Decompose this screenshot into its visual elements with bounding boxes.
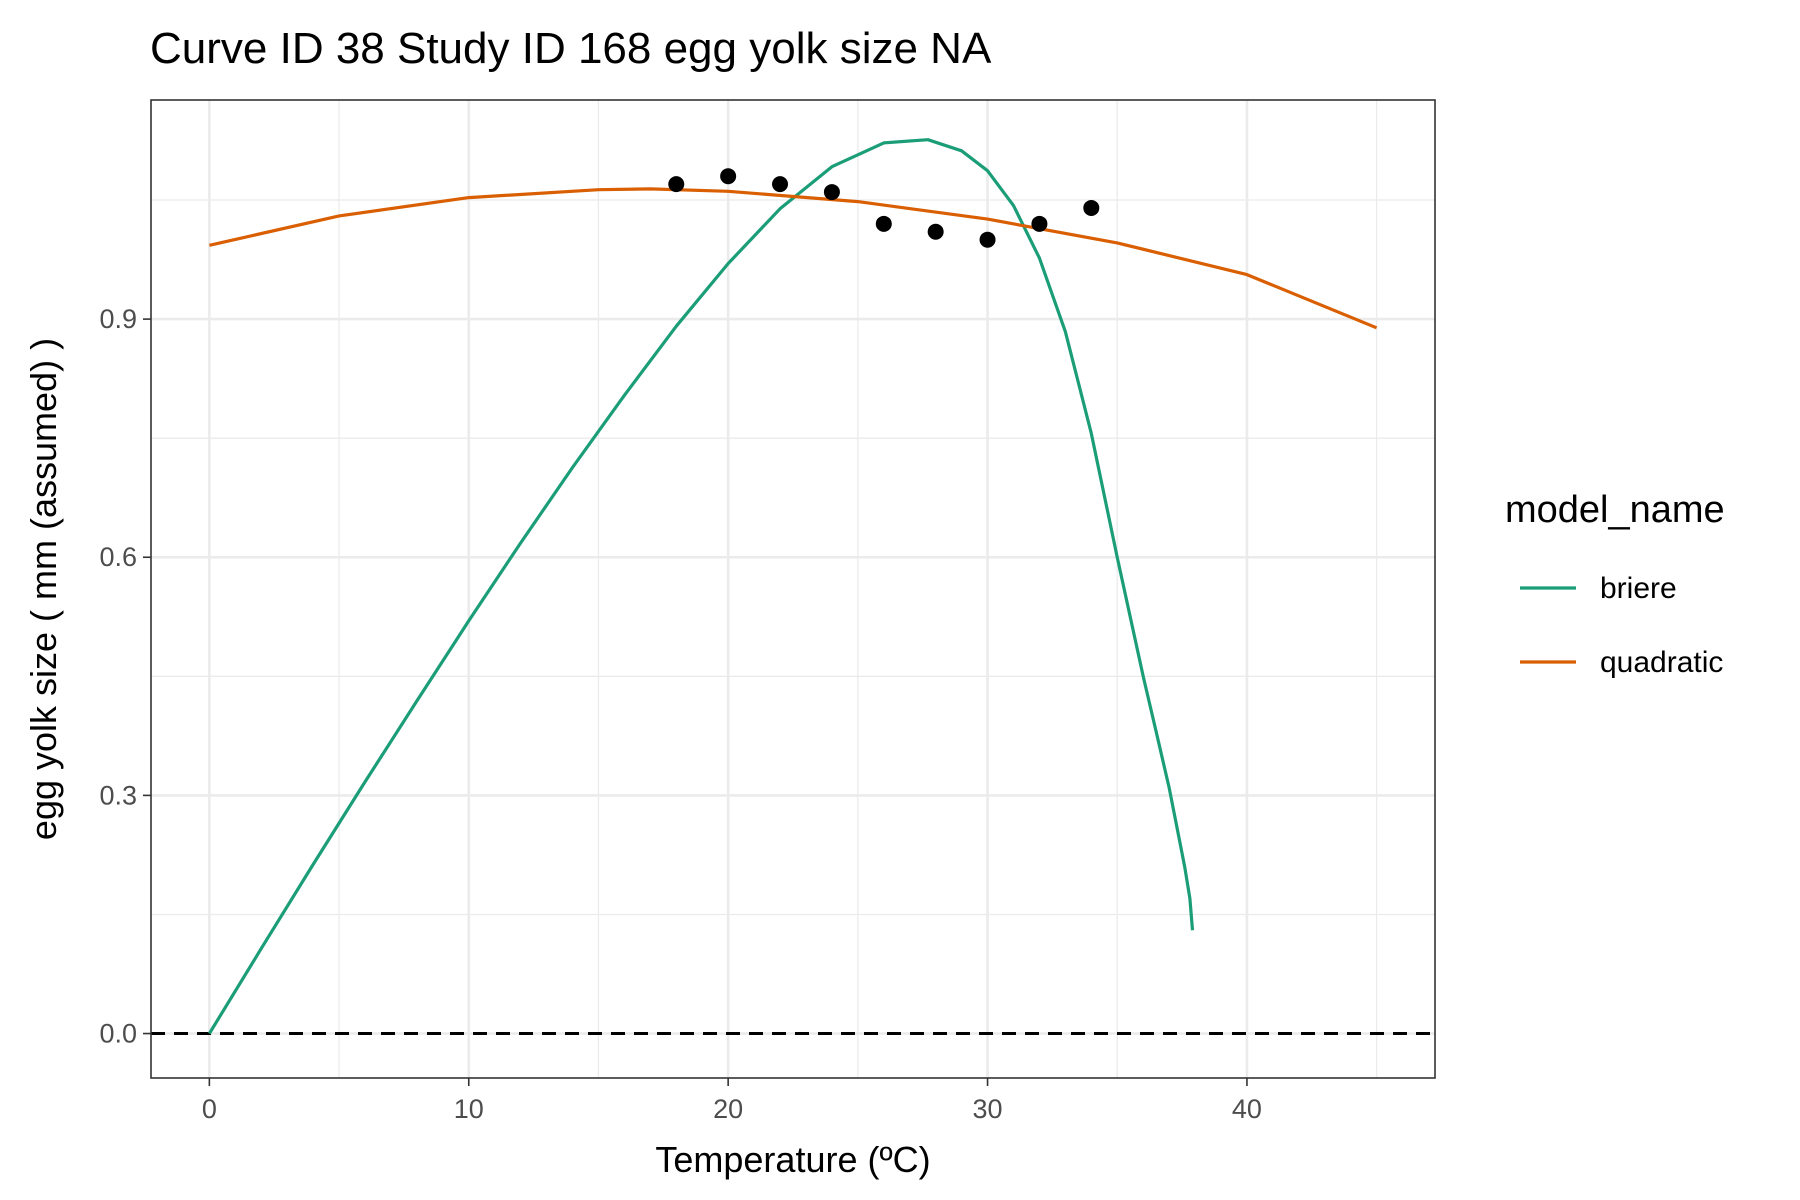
data-point <box>1083 199 1100 216</box>
series-line-briere <box>208 138 1195 1035</box>
y-tick-label: 0.6 <box>99 542 137 572</box>
grid-minor <box>151 100 1435 1078</box>
x-tick-label: 10 <box>454 1094 484 1124</box>
grid-major <box>151 100 1435 1078</box>
data-point <box>823 184 840 201</box>
series-line-quadratic <box>209 187 1378 330</box>
panel-background <box>151 100 1435 1078</box>
data-point <box>1031 215 1048 232</box>
points-layer <box>668 168 1100 248</box>
x-tick-label: 30 <box>973 1094 1003 1124</box>
series-layer <box>208 138 1378 1035</box>
data-point <box>772 176 789 193</box>
x-axis-title: Temperature (ºC) <box>655 1139 930 1180</box>
y-axis-title: egg yolk size ( mm (assumed) ) <box>23 338 64 840</box>
y-tick-label: 0.0 <box>99 1019 137 1049</box>
x-tick-label: 40 <box>1232 1094 1262 1124</box>
y-tick-label: 0.3 <box>99 780 137 810</box>
x-tick-label: 0 <box>202 1094 217 1124</box>
legend: model_name briere quadratic <box>1505 489 1725 679</box>
x-tick-label: 20 <box>713 1094 743 1124</box>
legend-label-quadratic: quadratic <box>1600 646 1723 679</box>
legend-title: model_name <box>1505 489 1725 531</box>
legend-label-briere: briere <box>1600 572 1677 605</box>
y-axis-ticks: 0.0 0.3 0.6 0.9 <box>99 304 151 1049</box>
data-point <box>668 176 685 193</box>
legend-items: briere quadratic <box>1520 572 1723 679</box>
plot-panel <box>150 99 1436 1079</box>
data-point <box>720 168 737 185</box>
x-axis-ticks: 0 10 20 30 40 <box>202 1078 1262 1124</box>
data-point <box>979 231 996 248</box>
panel-border <box>150 99 1436 1079</box>
chart-title: Curve ID 38 Study ID 168 egg yolk size N… <box>150 24 992 73</box>
data-point <box>875 215 892 232</box>
data-point <box>927 223 944 240</box>
y-tick-label: 0.9 <box>99 304 137 334</box>
